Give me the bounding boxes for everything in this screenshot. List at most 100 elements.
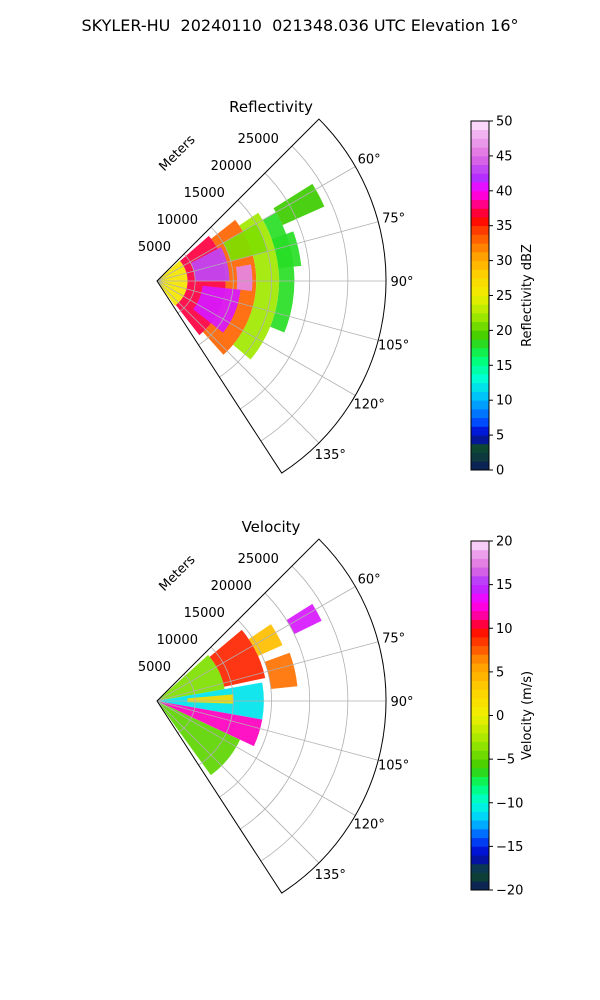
panel-title: Velocity: [242, 518, 301, 536]
colorbar-swatch: [471, 549, 489, 559]
colorbar-swatch: [471, 541, 489, 551]
colorbar-swatch: [471, 304, 489, 314]
azimuth-tick-label: 105°: [378, 758, 409, 773]
colorbar-swatch: [471, 391, 489, 401]
colorbar-swatch: [471, 558, 489, 568]
colorbar-swatch: [471, 619, 489, 629]
colorbar-swatch: [471, 443, 489, 453]
colorbar-swatch: [471, 452, 489, 462]
range-ring: [239, 172, 311, 410]
echo-cell: [233, 212, 280, 360]
azimuth-spoke: [156, 700, 320, 864]
colorbar-swatch: [471, 654, 489, 664]
colorbar-swatch: [471, 417, 489, 427]
echo-cell: [209, 629, 266, 687]
range-tick-label: 5000: [138, 660, 171, 675]
colorbar-swatch: [471, 741, 489, 751]
colorbar-swatch: [471, 689, 489, 699]
range-ring: [219, 619, 272, 798]
range-ring: [260, 145, 349, 442]
echo-cell: [190, 246, 230, 281]
azimuth-tick-label: 135°: [315, 448, 346, 463]
echo-cell: [157, 655, 225, 701]
colorbar-tick-label: 10: [496, 622, 513, 637]
range-axis-label: Meters: [157, 132, 199, 174]
echo-cell: [193, 285, 241, 333]
colorbar-swatch: [471, 671, 489, 681]
colorbar-swatch: [471, 164, 489, 174]
colorbar-tick-label: −20: [496, 884, 523, 899]
grid: [156, 565, 386, 864]
panel-title: Reflectivity: [229, 98, 313, 116]
colorbar-swatch: [471, 286, 489, 296]
colorbar-swatch: [471, 243, 489, 253]
colorbar-swatch: [471, 628, 489, 638]
colorbar-swatch: [471, 855, 489, 865]
sector-outline: [156, 118, 387, 474]
colorbar-swatch: [471, 278, 489, 288]
azimuth-spoke: [156, 280, 379, 341]
colorbar-swatch: [471, 138, 489, 148]
colorbar-tick-label: 25: [496, 289, 513, 304]
colorbar-swatch: [471, 698, 489, 708]
azimuth-spoke: [156, 166, 356, 282]
colorbar-swatch: [471, 872, 489, 882]
range-ring: [198, 646, 234, 766]
echo-layer: [157, 603, 322, 776]
range-ring: [219, 199, 272, 378]
colorbar-tick-label: 50: [496, 115, 513, 130]
colorbar-swatch: [471, 225, 489, 235]
colorbar-swatch: [471, 155, 489, 166]
colorbar-swatch: [471, 715, 489, 725]
colorbar-swatch: [471, 269, 489, 279]
colorbar-swatch: [471, 408, 489, 419]
colorbar-swatch: [471, 208, 489, 218]
colorbar-swatch: [471, 610, 489, 620]
echo-cell: [157, 701, 241, 776]
azimuth-tick-label: 90°: [390, 275, 413, 290]
colorbar-swatch: [471, 724, 489, 734]
colorbar: −20 −15 −10 −5 0 5 10 15 20 Velocity (m/s): [470, 535, 535, 899]
colorbar-tick-label: 45: [496, 149, 513, 164]
range-tick-label: 25000: [238, 552, 279, 567]
azimuth-tick-label: 120°: [354, 818, 385, 833]
echo-cell: [264, 652, 298, 690]
colorbar-tick-label: 0: [496, 709, 504, 724]
colorbar-swatch: [471, 837, 489, 847]
colorbar-swatch: [471, 645, 489, 655]
azimuth-spoke: [156, 700, 379, 761]
colorbar-label: Velocity (m/s): [520, 671, 535, 760]
azimuth-spoke: [156, 280, 320, 444]
colorbar-swatch: [471, 776, 489, 786]
colorbar-swatch: [471, 828, 489, 839]
colorbar-tick-label: 20: [496, 324, 513, 339]
range-ring: [260, 565, 349, 862]
echo-cell: [223, 223, 268, 262]
colorbar-swatch: [471, 216, 489, 227]
echo-cell: [273, 183, 325, 226]
colorbar-swatch: [471, 173, 489, 183]
colorbar-swatch: [471, 234, 489, 244]
echo-cell: [248, 624, 283, 656]
range-tick-label: 10000: [157, 213, 198, 228]
colorbar-label: Reflectivity dBZ: [520, 244, 535, 347]
colorbar-swatch: [471, 365, 489, 375]
colorbar-swatch: [471, 295, 489, 305]
colorbar-swatch: [471, 382, 489, 392]
range-ring: [239, 592, 311, 830]
range-tick-label: 10000: [157, 633, 198, 648]
colorbar-swatch: [471, 147, 489, 157]
colorbar: 0 5 10 15 20 25 30 35 40 45 50 Reflectivity dBZ: [470, 115, 535, 479]
range-axis-label: Meters: [157, 552, 199, 594]
colorbar-swatch: [471, 636, 489, 647]
colorbar-swatch: [471, 312, 489, 323]
colorbar-swatch: [471, 347, 489, 357]
colorbar-swatch: [471, 680, 489, 690]
colorbar-swatch: [471, 321, 489, 331]
range-ring: [198, 226, 234, 346]
colorbar-tick-label: 5: [496, 665, 504, 680]
colorbar-swatch: [471, 759, 489, 769]
colorbar-swatch: [471, 374, 489, 384]
azimuth-spoke: [156, 586, 356, 702]
